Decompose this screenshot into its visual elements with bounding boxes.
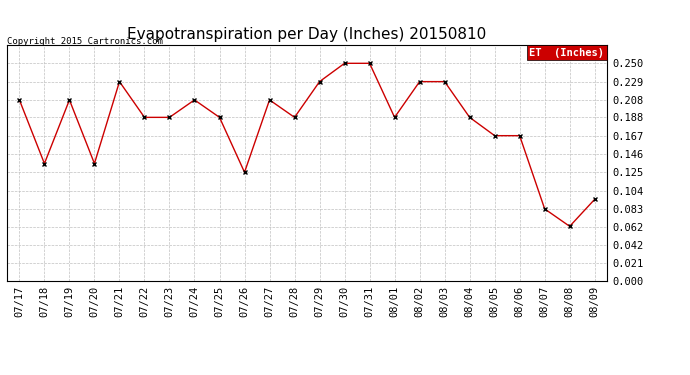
Title: Evapotranspiration per Day (Inches) 20150810: Evapotranspiration per Day (Inches) 2015… <box>128 27 486 42</box>
Text: Copyright 2015 Cartronics.com: Copyright 2015 Cartronics.com <box>7 38 163 46</box>
Text: ET  (Inches): ET (Inches) <box>529 48 604 58</box>
